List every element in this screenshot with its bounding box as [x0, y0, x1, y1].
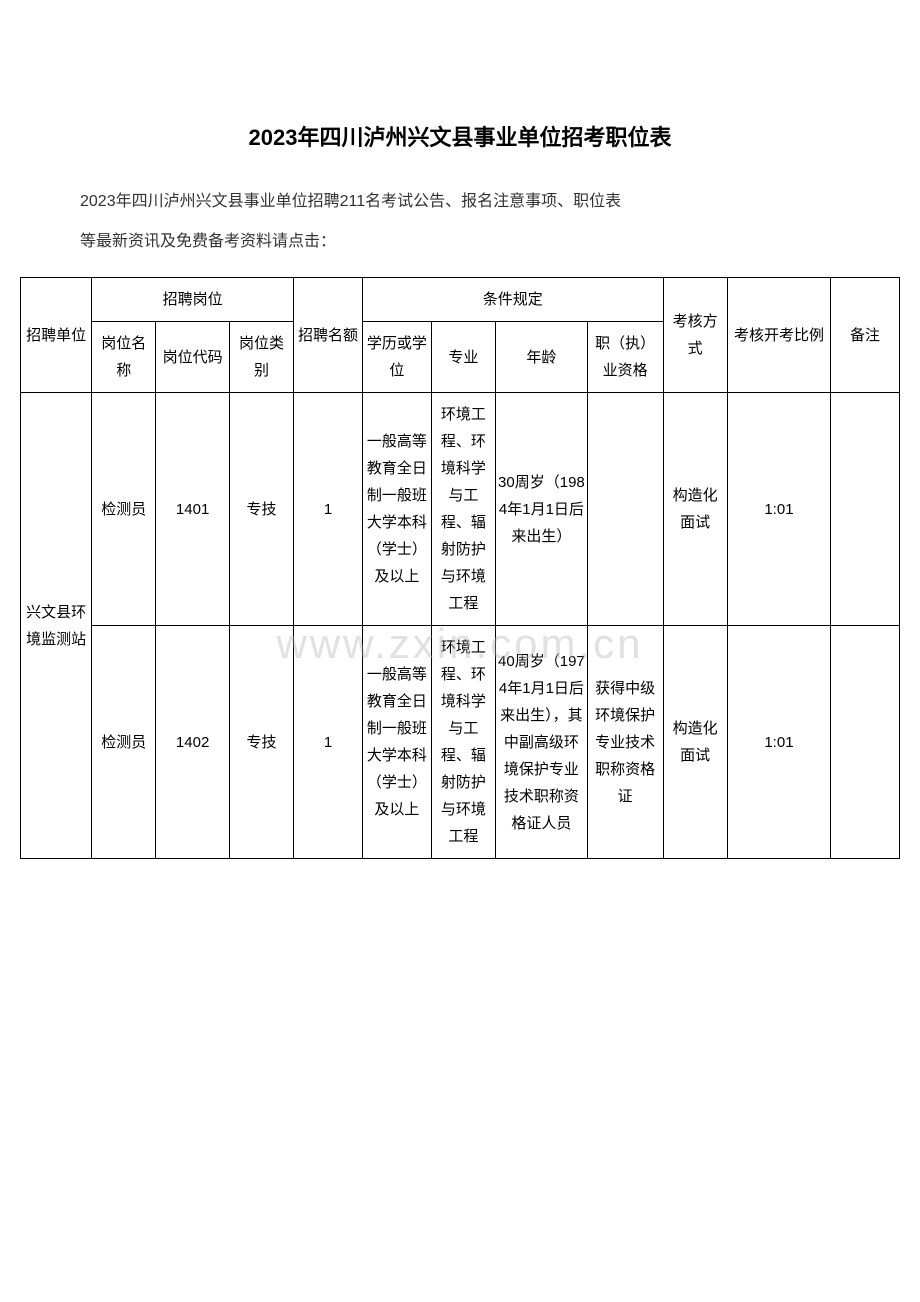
cell-pos-name: 检测员: [92, 626, 156, 859]
cell-major: 环境工程、环境科学与工程、辐射防护与环境工程: [431, 626, 495, 859]
cell-pos-code: 1401: [156, 393, 229, 626]
cell-pos-name: 检测员: [92, 393, 156, 626]
header-pos-type: 岗位类别: [229, 322, 293, 393]
cell-quota: 1: [294, 393, 363, 626]
cell-qualification: [587, 393, 663, 626]
cell-qualification: 获得中级环境保护专业技术职称资格证: [587, 626, 663, 859]
cell-method: 构造化面试: [663, 393, 727, 626]
table-row: 兴文县环境监测站 检测员 1401 专技 1 一般高等教育全日制一般班大学本科（…: [21, 393, 900, 626]
cell-unit: 兴文县环境监测站: [21, 393, 92, 859]
cell-ratio: 1:01: [727, 393, 830, 626]
header-position-group: 招聘岗位: [92, 278, 294, 322]
header-quota: 招聘名额: [294, 278, 363, 393]
cell-age: 40周岁（1974年1月1日后来出生），其中副高级环境保护专业技术职称资格证人员: [496, 626, 588, 859]
header-education: 学历或学位: [362, 322, 431, 393]
header-pos-code: 岗位代码: [156, 322, 229, 393]
cell-pos-type: 专技: [229, 393, 293, 626]
cell-ratio: 1:01: [727, 626, 830, 859]
cell-method: 构造化面试: [663, 626, 727, 859]
header-conditions-group: 条件规定: [362, 278, 663, 322]
cell-major: 环境工程、环境科学与工程、辐射防护与环境工程: [431, 393, 495, 626]
header-pos-name: 岗位名称: [92, 322, 156, 393]
cell-pos-type: 专技: [229, 626, 293, 859]
cell-education: 一般高等教育全日制一般班大学本科（学士）及以上: [362, 393, 431, 626]
table-header-row-1: 招聘单位 招聘岗位 招聘名额 条件规定 考核方式 考核开考比例 备注: [21, 278, 900, 322]
subtitle-line-2: 等最新资讯及免费备考资料请点击：: [20, 222, 900, 262]
table-row: 检测员 1402 专技 1 一般高等教育全日制一般班大学本科（学士）及以上 环境…: [21, 626, 900, 859]
cell-pos-code: 1402: [156, 626, 229, 859]
header-major: 专业: [431, 322, 495, 393]
header-ratio: 考核开考比例: [727, 278, 830, 393]
header-note: 备注: [831, 278, 900, 393]
page-title: 2023年四川泸州兴文县事业单位招考职位表: [20, 120, 900, 152]
subtitle-line-1: 2023年四川泸州兴文县事业单位招聘211名考试公告、报名注意事项、职位表: [20, 182, 900, 222]
header-age: 年龄: [496, 322, 588, 393]
header-qualification: 职（执）业资格: [587, 322, 663, 393]
positions-table: 招聘单位 招聘岗位 招聘名额 条件规定 考核方式 考核开考比例 备注 岗位名称 …: [20, 277, 900, 859]
cell-quota: 1: [294, 626, 363, 859]
cell-note: [831, 626, 900, 859]
cell-education: 一般高等教育全日制一般班大学本科（学士）及以上: [362, 626, 431, 859]
cell-note: [831, 393, 900, 626]
header-method: 考核方式: [663, 278, 727, 393]
header-unit: 招聘单位: [21, 278, 92, 393]
cell-age: 30周岁（1984年1月1日后来出生）: [496, 393, 588, 626]
